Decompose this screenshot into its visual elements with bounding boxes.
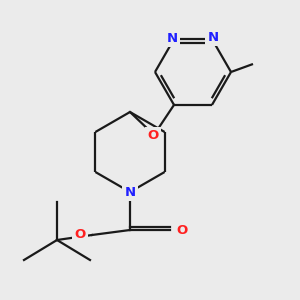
Text: N: N — [207, 31, 219, 44]
Text: N: N — [167, 32, 178, 45]
Text: O: O — [74, 227, 86, 241]
Text: O: O — [176, 224, 188, 236]
Text: O: O — [147, 129, 159, 142]
Text: N: N — [124, 187, 136, 200]
